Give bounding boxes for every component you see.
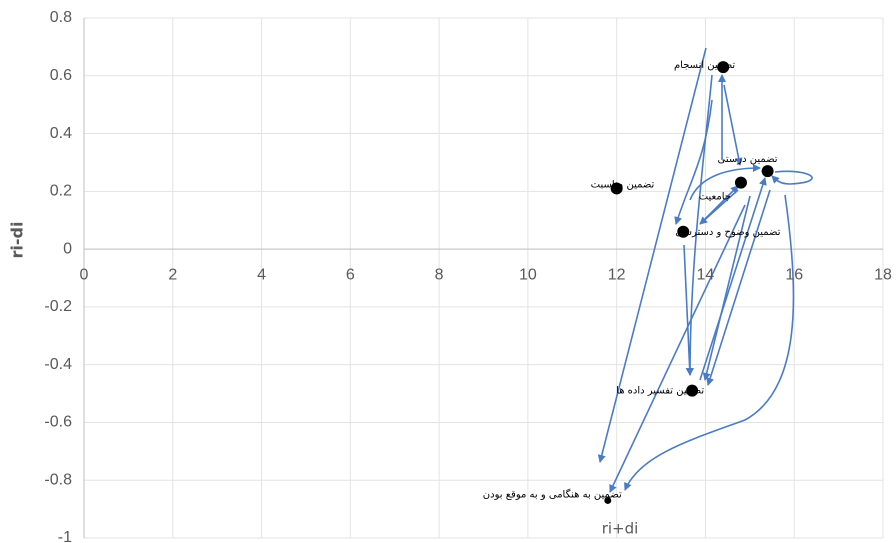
x-tick-label: 6 xyxy=(346,266,355,283)
x-tick-label: 18 xyxy=(874,266,892,283)
y-tick-label: 0.6 xyxy=(50,67,72,84)
point-label: تضمین مناسبت xyxy=(591,179,655,190)
x-tick-label: 8 xyxy=(435,266,444,283)
y-tick-label: 0 xyxy=(63,240,72,257)
y-tick-label: -0.8 xyxy=(44,471,72,488)
y-tick-label: -0.2 xyxy=(44,298,72,315)
point xyxy=(735,177,747,189)
y-tick-label: -1 xyxy=(58,529,72,543)
x-tick-label: 4 xyxy=(257,266,266,283)
point-label: تضمین به هنگامی و به موقع بودن xyxy=(483,488,622,500)
arrow xyxy=(676,100,712,224)
arrow xyxy=(772,171,812,184)
arrow xyxy=(610,205,745,492)
y-tick-label: 0.8 xyxy=(50,9,72,26)
point-label: تضمین درستی xyxy=(718,154,778,165)
point-label: جامعیت xyxy=(699,192,731,203)
point-label: تضمین وضوح و دسترسی xyxy=(675,227,780,238)
y-tick-label: 0.2 xyxy=(50,183,72,200)
arrow xyxy=(724,85,740,165)
x-tick-label: 2 xyxy=(168,266,177,283)
x-tick-label: 16 xyxy=(785,266,803,283)
arrow xyxy=(684,245,690,375)
point xyxy=(762,165,774,177)
x-tick-label: 14 xyxy=(697,266,715,283)
point-label: تضمین تفسیر داده ها xyxy=(616,386,704,397)
x-tick-label: 0 xyxy=(80,266,89,283)
arrow xyxy=(705,196,750,380)
y-tick-label: 0.4 xyxy=(50,125,72,142)
x-tick-label: 10 xyxy=(519,266,537,283)
point-label: تضمین انسجام xyxy=(674,60,735,71)
arrow xyxy=(625,195,794,490)
x-axis-title: ri+di xyxy=(602,520,639,538)
grid xyxy=(84,18,883,538)
chart: ri-di ri+di -1 -0.8 -0.6 -0.4 -0.2 0 0.2 0.4 0.6… xyxy=(0,0,896,543)
x-tick-label: 12 xyxy=(608,266,626,283)
y-tick-label: -0.6 xyxy=(44,414,72,431)
y-tick-label: -0.4 xyxy=(44,356,72,373)
y-axis-title: ri-di xyxy=(8,222,27,259)
